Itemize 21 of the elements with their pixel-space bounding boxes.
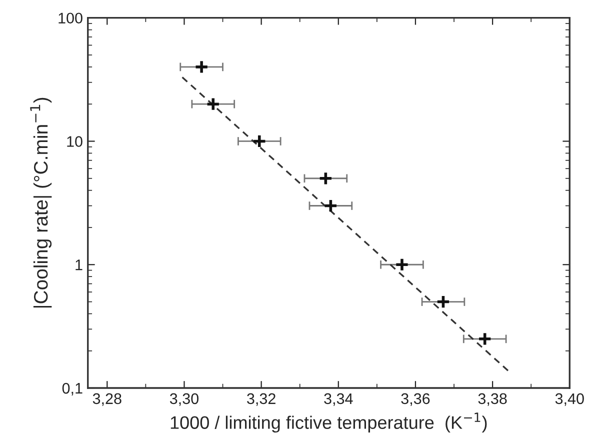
x-tick-label: 3,36 <box>401 393 430 406</box>
point <box>436 294 450 309</box>
point <box>194 60 209 74</box>
y-tick-label: 10 <box>67 136 82 147</box>
point <box>323 198 338 213</box>
y-tick-label: 1 <box>76 260 82 270</box>
x-tick-label: 3,28 <box>92 393 122 406</box>
point <box>394 257 410 272</box>
y-tick-label: 100 <box>58 12 82 24</box>
x-tick-label: 3,30 <box>170 393 198 406</box>
x-axis-title: 1000 / limiting fictive temperature (K$^{−1}$) <box>170 412 487 433</box>
x-tick-label: 3,38 <box>478 393 507 406</box>
point <box>478 332 492 346</box>
point <box>206 96 220 112</box>
x-tick-label: 3,40 <box>555 393 584 406</box>
x-tick-label: 3,32 <box>247 393 276 406</box>
point <box>318 171 333 186</box>
x-tick-label: 3,34 <box>324 393 353 406</box>
y-axis-title: |Cooling rate| (°C.min$^{−1}$) <box>30 98 52 308</box>
y-tick-label: 0,1 <box>62 382 82 396</box>
point <box>252 134 267 148</box>
